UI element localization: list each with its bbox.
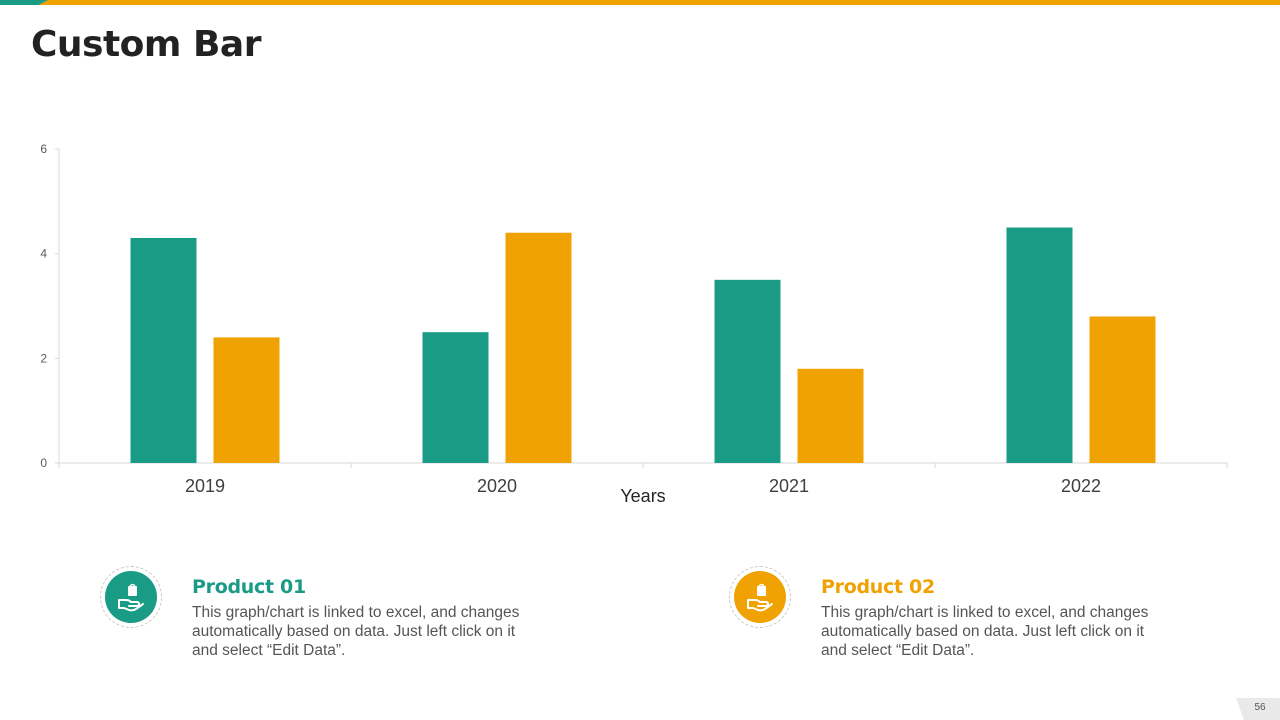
icon-ring: [100, 566, 162, 628]
y-tick-label: 4: [40, 247, 47, 261]
bar-product-02-2022: [1089, 316, 1156, 463]
bar-product-01-2019: [130, 237, 197, 463]
bar-product-01-2020: [422, 332, 489, 463]
top-accent-bar: [0, 0, 1280, 5]
icon-ring: [729, 566, 791, 628]
bar-product-02-2020: [505, 232, 572, 463]
bar-product-01-2022: [1006, 227, 1073, 463]
page-number: 56: [1254, 702, 1266, 713]
page-number-tab: [1236, 698, 1280, 720]
legend-title: Product 02: [821, 576, 935, 598]
x-axis-title: Years: [620, 486, 665, 506]
hand-holding-bag-icon: [105, 571, 157, 623]
bar-product-02-2021: [797, 368, 864, 463]
x-tick-label: 2021: [769, 476, 809, 496]
y-tick-label: 2: [40, 351, 47, 365]
y-tick-label: 0: [40, 456, 47, 470]
slide-title: Custom Bar: [31, 24, 261, 65]
x-tick-label: 2020: [477, 476, 517, 496]
bar-product-02-2019: [213, 337, 280, 463]
bar-product-01-2021: [714, 279, 781, 463]
top-accent-bar-left: [0, 0, 48, 5]
legend-description: This graph/chart is linked to excel, and…: [821, 604, 1149, 659]
x-tick-label: 2019: [185, 476, 225, 496]
hand-holding-bag-icon: [734, 571, 786, 623]
legend-description: This graph/chart is linked to excel, and…: [192, 604, 520, 659]
x-tick-label: 2022: [1061, 476, 1101, 496]
y-tick-label: 6: [40, 142, 47, 156]
legend-title: Product 01: [192, 576, 306, 598]
